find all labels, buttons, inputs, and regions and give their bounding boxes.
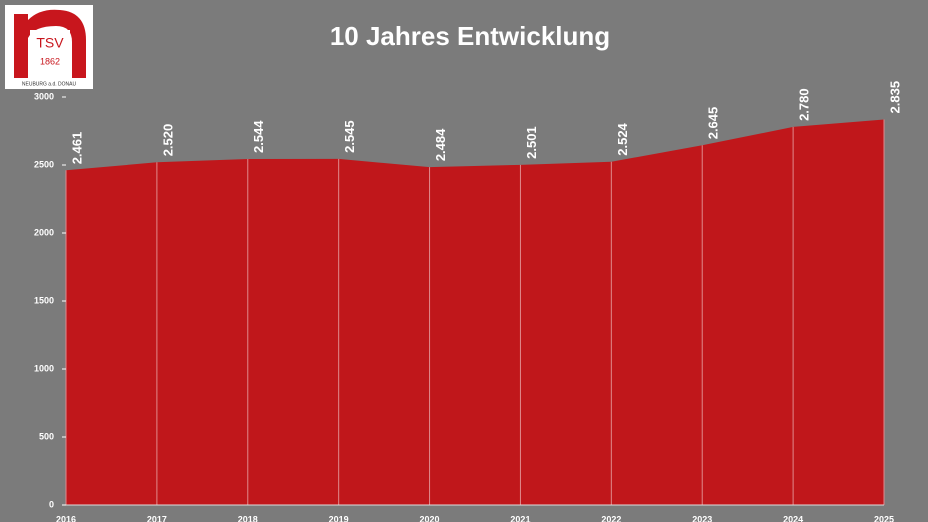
y-tick-label: 2500 [34,159,54,169]
area [66,119,884,505]
value-label: 2.520 [160,124,175,157]
x-tick-label: 2018 [238,514,258,522]
x-tick-label: 2024 [783,514,803,522]
y-tick-label: 2000 [34,227,54,237]
x-tick-label: 2025 [874,514,894,522]
x-tick-label: 2023 [692,514,712,522]
value-label: 2.544 [251,120,266,153]
logo-name: TSV [36,35,64,51]
logo: TSV 1862 NEUBURG a.d. DONAU [5,5,93,89]
value-label: 2.545 [342,120,357,153]
chart-title: 10 Jahres Entwicklung [330,21,610,51]
logo-inner [30,30,70,72]
value-label: 2.780 [797,88,812,121]
x-tick-label: 2022 [601,514,621,522]
logo-year: 1862 [40,56,60,66]
value-label: 2.461 [69,132,84,165]
value-label: 2.501 [524,126,539,159]
value-label: 2.484 [433,128,448,161]
x-tick-label: 2016 [56,514,76,522]
logo-shape [14,9,86,78]
logo-place: NEUBURG a.d. DONAU [22,81,77,87]
value-label: 2.524 [615,122,630,155]
y-tick-label: 1000 [34,363,54,373]
value-label: 2.645 [706,107,721,140]
x-tick-label: 2019 [329,514,349,522]
x-tick-label: 2021 [510,514,530,522]
y-tick-label: 3000 [34,91,54,101]
y-tick-label: 500 [39,431,54,441]
value-label: 2.835 [887,81,902,114]
y-tick-label: 0 [49,499,54,509]
x-tick-label: 2017 [147,514,167,522]
x-tick-label: 2020 [420,514,440,522]
y-tick-label: 1500 [34,295,54,305]
